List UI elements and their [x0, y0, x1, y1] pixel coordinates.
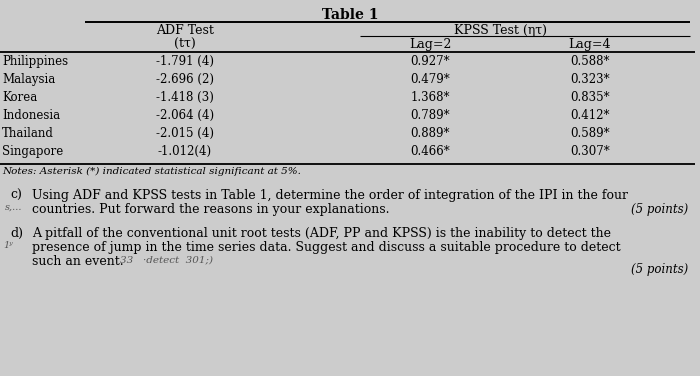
Text: Table 1: Table 1 — [322, 8, 378, 22]
Text: 0.589*: 0.589* — [570, 127, 610, 140]
Text: -2.696 (2): -2.696 (2) — [156, 73, 214, 86]
Text: d): d) — [10, 227, 23, 240]
Text: -2.015 (4): -2.015 (4) — [156, 127, 214, 140]
Text: 1ʸ: 1ʸ — [3, 241, 13, 250]
Text: Singapore: Singapore — [2, 145, 63, 158]
Text: 0.927*: 0.927* — [410, 55, 450, 68]
Text: Indonesia: Indonesia — [2, 109, 60, 122]
Text: Thailand: Thailand — [2, 127, 54, 140]
Text: Philippines: Philippines — [2, 55, 68, 68]
Text: KPSS Test (ητ): KPSS Test (ητ) — [454, 24, 547, 37]
Text: c): c) — [10, 189, 22, 202]
Text: Korea: Korea — [2, 91, 37, 104]
Text: (5 points): (5 points) — [631, 203, 688, 216]
Text: A pitfall of the conventional unit root tests (ADF, PP and KPSS) is the inabilit: A pitfall of the conventional unit root … — [32, 227, 611, 240]
Text: 0.307*: 0.307* — [570, 145, 610, 158]
Text: Malaysia: Malaysia — [2, 73, 55, 86]
Text: s,...: s,... — [5, 203, 22, 212]
Text: -1.012(4): -1.012(4) — [158, 145, 212, 158]
Text: (5 points): (5 points) — [631, 263, 688, 276]
Text: 0.889*: 0.889* — [410, 127, 449, 140]
Text: ADF Test: ADF Test — [156, 24, 214, 37]
Text: 0.412*: 0.412* — [570, 109, 610, 122]
Text: Notes: Asterisk (*) indicated statistical significant at 5%.: Notes: Asterisk (*) indicated statistica… — [2, 167, 301, 176]
Text: Lag=2: Lag=2 — [409, 38, 452, 51]
Text: (tτ): (tτ) — [174, 38, 196, 51]
Text: -1.791 (4): -1.791 (4) — [156, 55, 214, 68]
Text: presence of jump in the time series data. Suggest and discuss a suitable procedu: presence of jump in the time series data… — [32, 241, 621, 254]
Text: 0.466*: 0.466* — [410, 145, 450, 158]
Text: 0.789*: 0.789* — [410, 109, 450, 122]
Text: countries. Put forward the reasons in your explanations.: countries. Put forward the reasons in yo… — [32, 203, 389, 216]
Text: such an event.: such an event. — [32, 255, 124, 268]
Text: 0.323*: 0.323* — [570, 73, 610, 86]
Text: -1.418 (3): -1.418 (3) — [156, 91, 214, 104]
Text: -2.064 (4): -2.064 (4) — [156, 109, 214, 122]
Text: 1.368*: 1.368* — [410, 91, 449, 104]
Text: 0.588*: 0.588* — [570, 55, 610, 68]
Text: 0.835*: 0.835* — [570, 91, 610, 104]
Text: 0.479*: 0.479* — [410, 73, 450, 86]
Text: 33   ·detect  301;): 33 ·detect 301;) — [120, 255, 213, 264]
Text: Lag=4: Lag=4 — [568, 38, 611, 51]
Text: Using ADF and KPSS tests in Table 1, determine the order of integration of the I: Using ADF and KPSS tests in Table 1, det… — [32, 189, 628, 202]
